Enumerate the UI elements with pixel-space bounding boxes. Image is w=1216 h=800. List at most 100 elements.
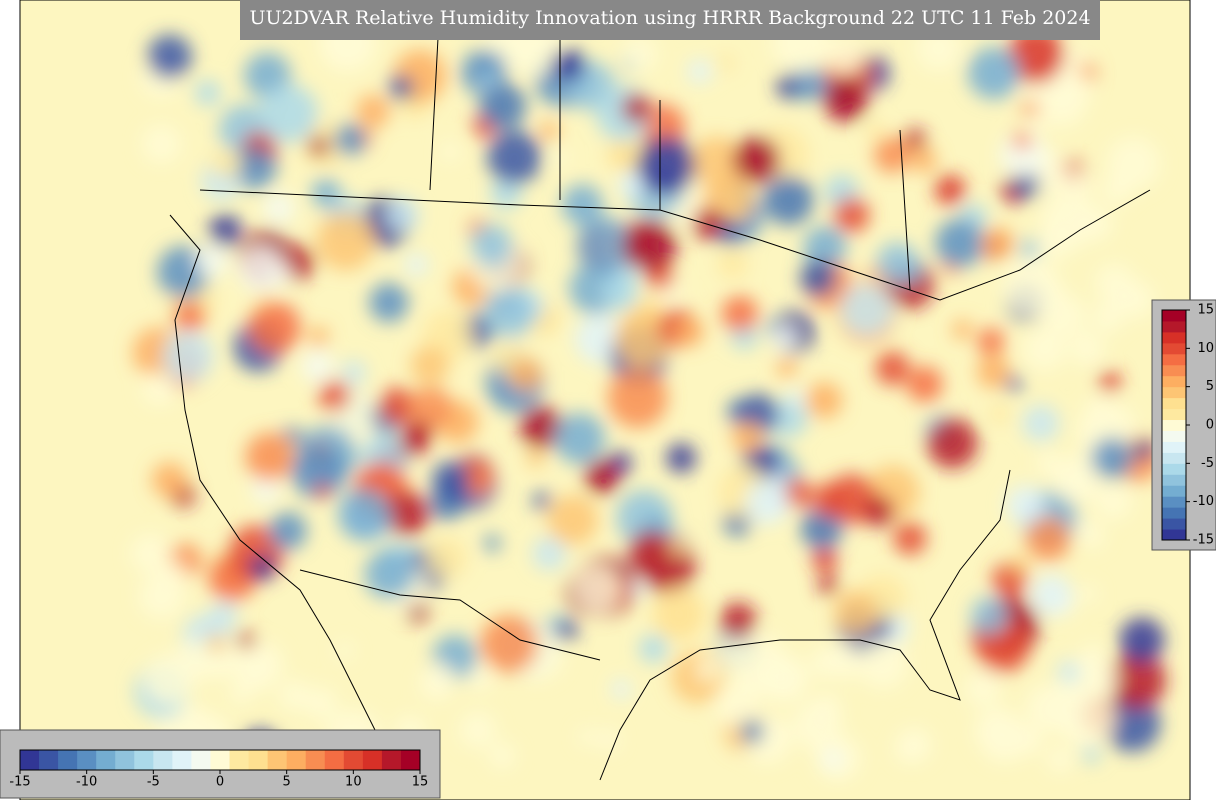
colorbar-step (58, 750, 78, 770)
colorbar-step (1162, 364, 1186, 377)
field-blob (248, 301, 301, 354)
field-blob (653, 588, 706, 641)
tick-label: -10 (1193, 494, 1214, 509)
border (199, 189, 1151, 301)
field-blob (893, 521, 927, 556)
field-blob (1030, 574, 1073, 617)
field-blob (621, 36, 658, 73)
field-blob (159, 560, 187, 588)
field-blob (1019, 239, 1040, 259)
field-blob (209, 214, 242, 247)
field-blob (935, 218, 985, 268)
field-blob (718, 638, 743, 663)
field-blob (758, 656, 798, 695)
field-blob (833, 589, 879, 636)
field-blob (776, 358, 797, 378)
border (429, 0, 911, 291)
field-blob (1021, 100, 1040, 119)
colorbar-step (1162, 342, 1186, 355)
field-blob (489, 742, 516, 770)
field-blob (980, 713, 1030, 764)
field-blob (669, 537, 687, 555)
field-blob (744, 480, 790, 525)
field-blob (130, 533, 170, 574)
field-blob (249, 554, 275, 581)
boundaries (169, 0, 1151, 781)
field-blob (875, 351, 910, 386)
colorbar-step (1162, 474, 1186, 486)
field-blob (207, 633, 226, 653)
field-blob (384, 197, 420, 232)
field-blob (210, 600, 238, 629)
tick-label: -5 (147, 775, 160, 790)
field-blob (976, 355, 1011, 389)
field-blob (970, 596, 1009, 635)
field-blob (251, 474, 281, 504)
colorbar-step (381, 750, 402, 770)
field-blob (614, 309, 672, 368)
field-blob (1106, 136, 1161, 191)
tick-label: 5 (283, 775, 291, 790)
field-blob (290, 444, 346, 499)
colorbar-step (1162, 331, 1186, 344)
field-blob (551, 48, 585, 82)
field-blob (1091, 301, 1124, 334)
field-blob (308, 326, 329, 347)
field-blob (607, 136, 643, 173)
field-blob (623, 218, 677, 272)
colorbar-step (1162, 485, 1186, 497)
field-blob (1057, 660, 1080, 684)
field-blob (561, 184, 603, 226)
field-blob (341, 360, 366, 385)
field-blob (839, 283, 894, 337)
colorbar-step (324, 750, 345, 770)
field-blob (977, 328, 1005, 356)
colorbar-step (1162, 518, 1186, 530)
field-blob (584, 459, 620, 495)
field-blob (812, 546, 838, 572)
field-blob (470, 223, 512, 265)
field-blob (233, 147, 277, 190)
field-blob (876, 241, 919, 285)
field-blob (262, 191, 296, 225)
field-blob (141, 371, 177, 406)
field-blob (578, 727, 597, 746)
field-blob (194, 244, 229, 278)
field-blob (630, 580, 648, 597)
field-blob (173, 300, 206, 333)
field-blob (425, 537, 467, 579)
field-blob (1001, 256, 1060, 315)
colorbar-step (286, 750, 307, 770)
field-blob (1066, 469, 1099, 503)
colorbar: -15 -10 -5 0 5 10 15 (1161, 303, 1214, 548)
field-blob (717, 54, 735, 72)
field-blob (440, 142, 460, 162)
field-blob (806, 382, 843, 419)
colorbar-step (1162, 463, 1186, 475)
field-blob (1048, 67, 1092, 111)
field-blob (770, 323, 798, 352)
field-blob (1013, 132, 1031, 150)
field-blob (1091, 437, 1134, 480)
colorbar-step (1162, 320, 1186, 333)
field-blob (335, 641, 354, 660)
field-blob (147, 34, 192, 80)
field-blob (1036, 450, 1061, 475)
field-blob (1108, 651, 1166, 710)
field-blob (162, 330, 214, 382)
field-blob (769, 398, 808, 438)
colorbar-step (1162, 408, 1186, 421)
field-blob (989, 403, 1010, 424)
field-blob (377, 387, 416, 426)
field-blob (964, 670, 1002, 707)
field-blob (487, 130, 542, 185)
colorbar-step (305, 750, 326, 770)
field-blob (666, 443, 697, 473)
field-blob (782, 478, 812, 508)
colorbar-step (343, 750, 364, 770)
field-blob (532, 536, 567, 571)
title: UU2DVAR Relative Humidity Innovation usi… (249, 7, 1090, 29)
field-blob (404, 253, 429, 277)
field-blob (863, 495, 895, 528)
field-blob (783, 463, 801, 481)
